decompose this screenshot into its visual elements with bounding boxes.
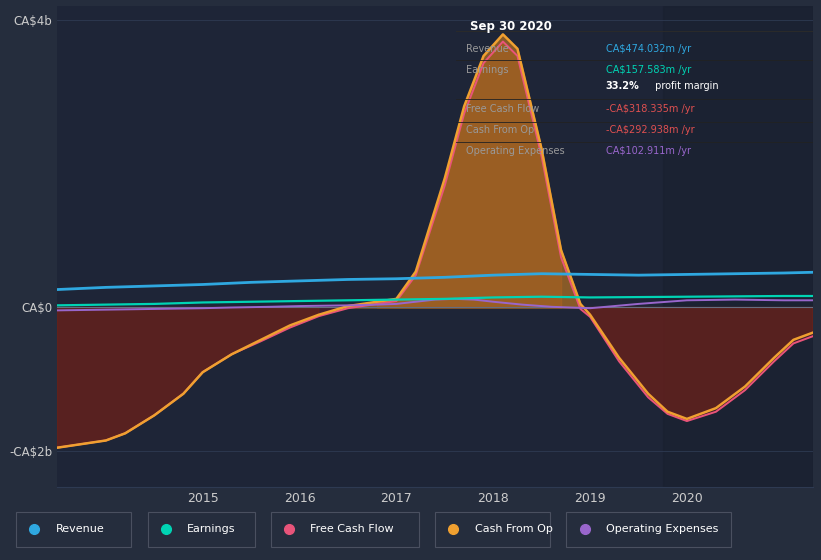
Text: Revenue: Revenue bbox=[56, 524, 104, 534]
Text: Free Cash Flow: Free Cash Flow bbox=[310, 524, 394, 534]
Text: Operating Expenses: Operating Expenses bbox=[466, 146, 565, 156]
Text: 33.2%: 33.2% bbox=[606, 81, 640, 91]
Text: Free Cash Flow: Free Cash Flow bbox=[466, 104, 539, 114]
Text: Cash From Op: Cash From Op bbox=[475, 524, 553, 534]
Text: CA$102.911m /yr: CA$102.911m /yr bbox=[606, 146, 690, 156]
Text: Operating Expenses: Operating Expenses bbox=[606, 524, 718, 534]
Text: Earnings: Earnings bbox=[187, 524, 236, 534]
Text: CA$474.032m /yr: CA$474.032m /yr bbox=[606, 44, 690, 54]
Text: CA$157.583m /yr: CA$157.583m /yr bbox=[606, 65, 691, 75]
Text: profit margin: profit margin bbox=[652, 81, 718, 91]
Text: Sep 30 2020: Sep 30 2020 bbox=[470, 20, 552, 33]
Text: Earnings: Earnings bbox=[466, 65, 509, 75]
Bar bbox=[663, 6, 813, 487]
Text: Cash From Op: Cash From Op bbox=[466, 125, 534, 135]
Text: -CA$318.335m /yr: -CA$318.335m /yr bbox=[606, 104, 694, 114]
Text: -CA$292.938m /yr: -CA$292.938m /yr bbox=[606, 125, 695, 135]
Text: Revenue: Revenue bbox=[466, 44, 509, 54]
